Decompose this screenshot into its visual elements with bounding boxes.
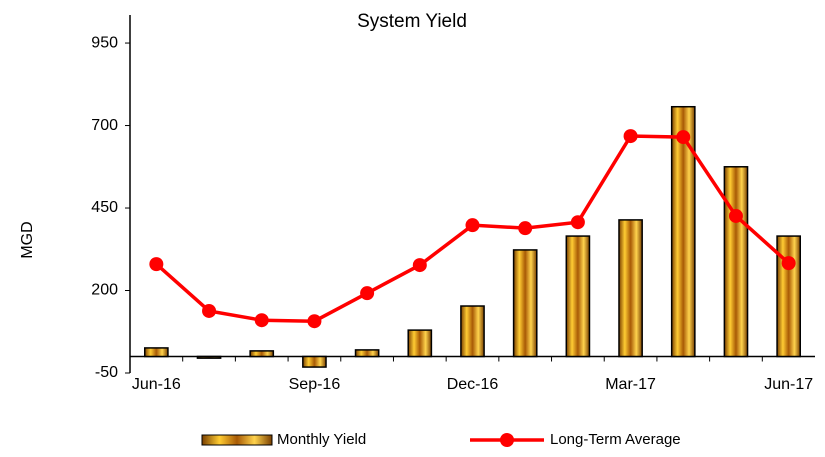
x-tick-label: Jun-17 xyxy=(764,376,813,393)
chart-title: System Yield xyxy=(357,11,467,32)
point xyxy=(307,314,322,329)
bar xyxy=(723,166,749,358)
x-tick-label: Jun-16 xyxy=(132,376,181,393)
legend-swatch xyxy=(500,433,514,447)
legend-label: Long-Term Average xyxy=(550,431,681,448)
x-tick-label: Sep-16 xyxy=(289,376,341,393)
bar xyxy=(249,350,275,358)
bar xyxy=(354,349,380,358)
point xyxy=(518,221,533,236)
bar xyxy=(460,305,485,358)
x-tick-label: Dec-16 xyxy=(447,376,499,393)
point xyxy=(412,258,427,273)
bar xyxy=(565,235,591,358)
point xyxy=(465,218,480,233)
bar xyxy=(670,105,696,358)
point xyxy=(202,303,217,318)
x-tick-label: Mar-17 xyxy=(605,376,656,393)
point xyxy=(360,286,375,301)
bar xyxy=(512,249,538,358)
y-tick-label: -50 xyxy=(95,364,118,381)
point xyxy=(676,130,691,145)
point xyxy=(781,256,796,271)
point xyxy=(254,313,269,328)
y-tick-label: 200 xyxy=(91,282,118,299)
y-tick-label: 950 xyxy=(91,34,118,51)
bar xyxy=(144,347,169,358)
point xyxy=(570,215,585,230)
legend-swatch xyxy=(201,434,273,446)
legend-label: Monthly Yield xyxy=(277,431,366,448)
bar xyxy=(618,219,643,358)
bar xyxy=(196,355,222,359)
point xyxy=(728,208,743,223)
bar xyxy=(302,355,327,368)
y-tick-label: 450 xyxy=(91,199,118,216)
bar xyxy=(407,329,433,358)
y-axis-label: MGD xyxy=(19,221,36,258)
point xyxy=(623,129,638,144)
y-tick-label: 700 xyxy=(91,117,118,134)
point xyxy=(149,257,164,272)
